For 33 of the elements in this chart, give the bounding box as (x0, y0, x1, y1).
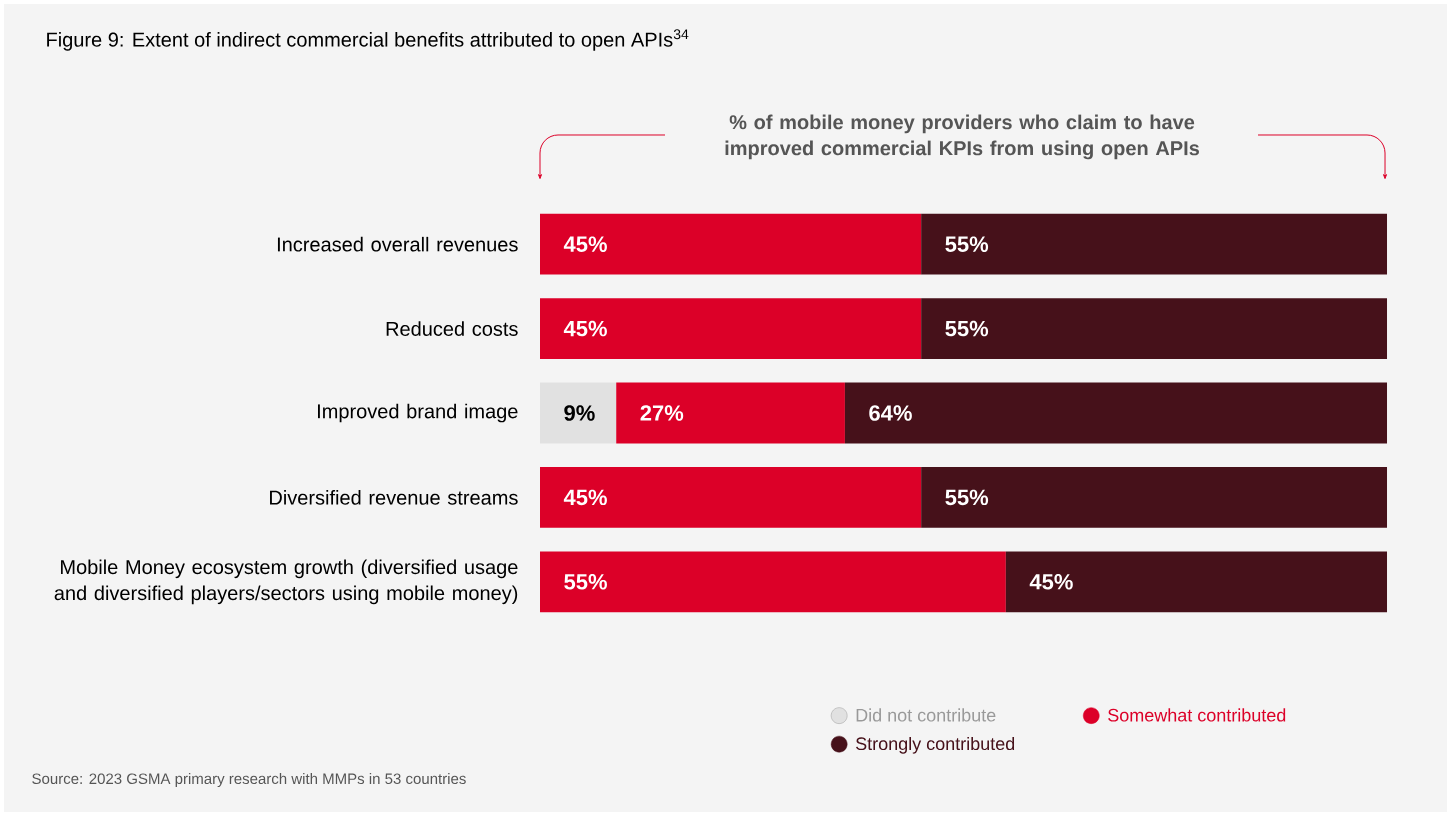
bar (1005, 551, 1388, 613)
data-label: 55% (564, 574, 607, 590)
legend-label: Somewhat contributed (1108, 708, 1286, 722)
y-tick-label: Improved brand image (317, 403, 518, 423)
bar (844, 382, 1388, 444)
data-label: 45% (563, 320, 607, 337)
data-label: 9% (564, 405, 595, 421)
legend-label: Strongly contributed (855, 736, 1015, 754)
data-label: 55% (945, 320, 989, 337)
data-label: 45% (563, 236, 607, 252)
y-tick-label: Reduced costs (386, 321, 518, 336)
text: Figure 9: Extent of indirect commercial benefits attributed to open APIs$^{34}$ (47, 29, 689, 51)
text: % of mobile money providers who claim to have improved commercial KPIs from using open APIs (725, 114, 1199, 160)
data-label: 45% (1029, 574, 1073, 590)
data-label: 64% (869, 405, 912, 421)
bar (921, 298, 1388, 359)
bar (921, 213, 1388, 275)
bar (540, 382, 617, 444)
bar (616, 382, 845, 444)
data-label: 55% (945, 489, 989, 506)
bar (540, 467, 922, 528)
y-tick-label: Mobile Money ecosystem growth (diversified usage and diversified players/sectors using mobile money) (54, 559, 518, 605)
data-label: 27% (640, 405, 684, 421)
y-tick-label: Diversified revenue streams (270, 490, 518, 505)
bar (921, 467, 1388, 528)
data-label: 55% (945, 236, 989, 252)
source-note: Source: 2023 GSMA primary research with MMPs in 53 countries (32, 773, 466, 787)
bar (540, 213, 922, 275)
y-tick-label: Increased overall revenues (277, 236, 518, 252)
bar (540, 551, 1006, 613)
data-label: 45% (563, 489, 607, 506)
legend-label: Did not contribute (856, 708, 996, 722)
bar (540, 298, 922, 359)
